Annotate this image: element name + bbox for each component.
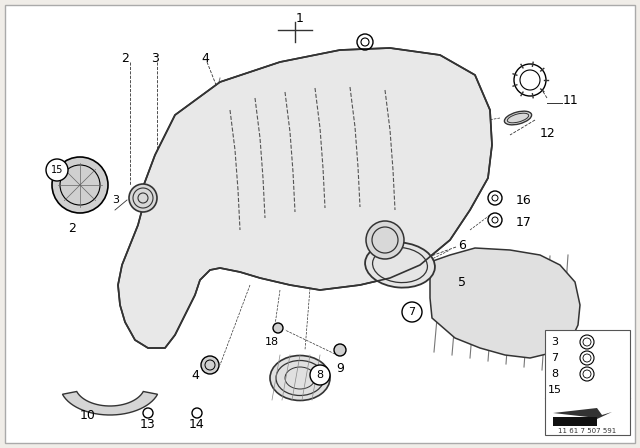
Text: 12: 12	[540, 126, 556, 139]
Text: 7: 7	[408, 307, 415, 317]
Text: 3: 3	[151, 52, 159, 65]
Text: 11 61 7 507 591: 11 61 7 507 591	[558, 428, 616, 434]
Text: 2: 2	[121, 52, 129, 65]
Ellipse shape	[366, 221, 404, 259]
Ellipse shape	[270, 356, 330, 401]
Text: 16: 16	[516, 194, 532, 207]
Circle shape	[52, 157, 108, 213]
Bar	[545, 330, 630, 435]
Text: 8: 8	[552, 369, 559, 379]
Circle shape	[46, 159, 68, 181]
Text: 6: 6	[458, 238, 466, 251]
Text: 3: 3	[113, 195, 120, 205]
Polygon shape	[118, 48, 492, 348]
Circle shape	[201, 356, 219, 374]
Text: 1: 1	[296, 12, 304, 25]
Polygon shape	[430, 248, 580, 358]
Circle shape	[310, 365, 330, 385]
Text: 7: 7	[552, 353, 559, 363]
Circle shape	[334, 344, 346, 356]
Text: 4: 4	[201, 52, 209, 65]
Text: 3: 3	[552, 337, 559, 347]
Text: 11: 11	[563, 94, 579, 107]
Ellipse shape	[129, 184, 157, 212]
Text: 9: 9	[336, 362, 344, 375]
Text: 17: 17	[516, 215, 532, 228]
Text: 13: 13	[140, 418, 156, 431]
Bar	[553, 417, 597, 426]
Text: 4: 4	[191, 369, 199, 382]
Polygon shape	[63, 392, 157, 415]
Text: 10: 10	[80, 409, 96, 422]
Text: 5: 5	[458, 276, 466, 289]
Ellipse shape	[365, 242, 435, 288]
Text: 2: 2	[68, 221, 76, 234]
Text: 15: 15	[51, 165, 63, 175]
Circle shape	[402, 302, 422, 322]
Circle shape	[273, 323, 283, 333]
Text: 8: 8	[316, 370, 324, 380]
Text: 14: 14	[189, 418, 205, 431]
Text: 15: 15	[548, 385, 562, 395]
Text: 18: 18	[265, 337, 279, 347]
Ellipse shape	[504, 111, 532, 125]
Polygon shape	[553, 408, 612, 419]
